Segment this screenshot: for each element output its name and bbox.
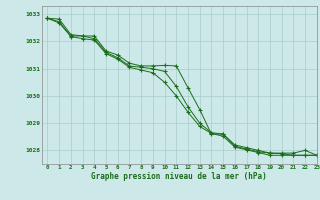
- X-axis label: Graphe pression niveau de la mer (hPa): Graphe pression niveau de la mer (hPa): [91, 172, 267, 181]
